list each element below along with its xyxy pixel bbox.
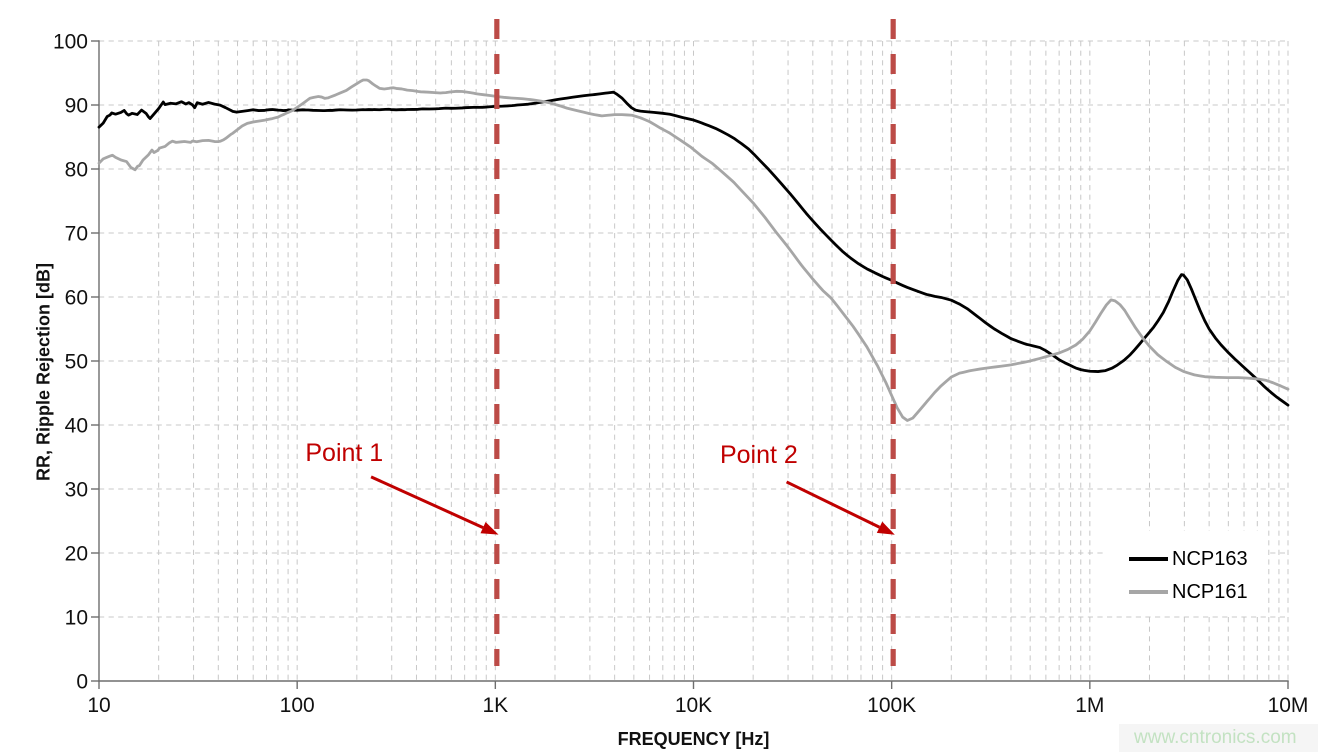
callout-label-point-1: Point 1 [305,439,384,468]
y-tick-label: 90 [65,95,88,118]
callout-arrow-shaft-2 [785,480,881,529]
x-tick-label: 10K [675,694,712,717]
legend-item-ncp163: NCP163 [1104,549,1268,569]
x-tick-label: 100K [867,694,916,717]
y-tick-label: 60 [65,287,88,310]
legend-swatch-ncp161 [1129,590,1168,594]
legend-label-ncp161: NCP161 [1172,581,1248,603]
y-tick-label: 40 [65,415,88,438]
callout-label-point-2: Point 2 [719,440,798,469]
x-tick-label: 10M [1268,694,1309,717]
series-line-ncp163 [97,90,1290,407]
watermark-text: www.cntronics.com [1134,727,1297,748]
legend-swatch-ncp163 [1129,557,1168,561]
y-axis-title: RR, Ripple Rejection [dB] [33,262,54,482]
y-tick-label: 50 [65,351,88,374]
y-tick-label: 20 [65,543,88,566]
x-tick-label: 10 [87,694,110,717]
y-tick-label: 70 [65,223,88,246]
x-tick-label: 1K [482,694,508,717]
x-tick-label: 1M [1075,694,1104,717]
callout-arrow-shaft-1 [370,475,484,529]
x-axis-title: FREQUENCY [Hz] [617,729,770,749]
legend-label-ncp163: NCP163 [1172,548,1248,570]
y-tick-label: 10 [65,607,88,630]
series-line-ncp161 [97,78,1290,422]
y-tick-label: 80 [65,159,88,182]
callout-arrow-head-1 [480,521,499,535]
y-tick-label: 100 [53,31,88,54]
watermark: www.cntronics.com [1119,724,1318,752]
callout-arrow-head-2 [876,521,895,535]
legend-item-ncp161: NCP161 [1104,582,1268,602]
y-tick-label: 30 [65,479,88,502]
legend: NCP163 NCP161 [1104,531,1268,615]
x-tick-label: 100 [280,694,315,717]
y-tick-label: 0 [76,671,88,694]
